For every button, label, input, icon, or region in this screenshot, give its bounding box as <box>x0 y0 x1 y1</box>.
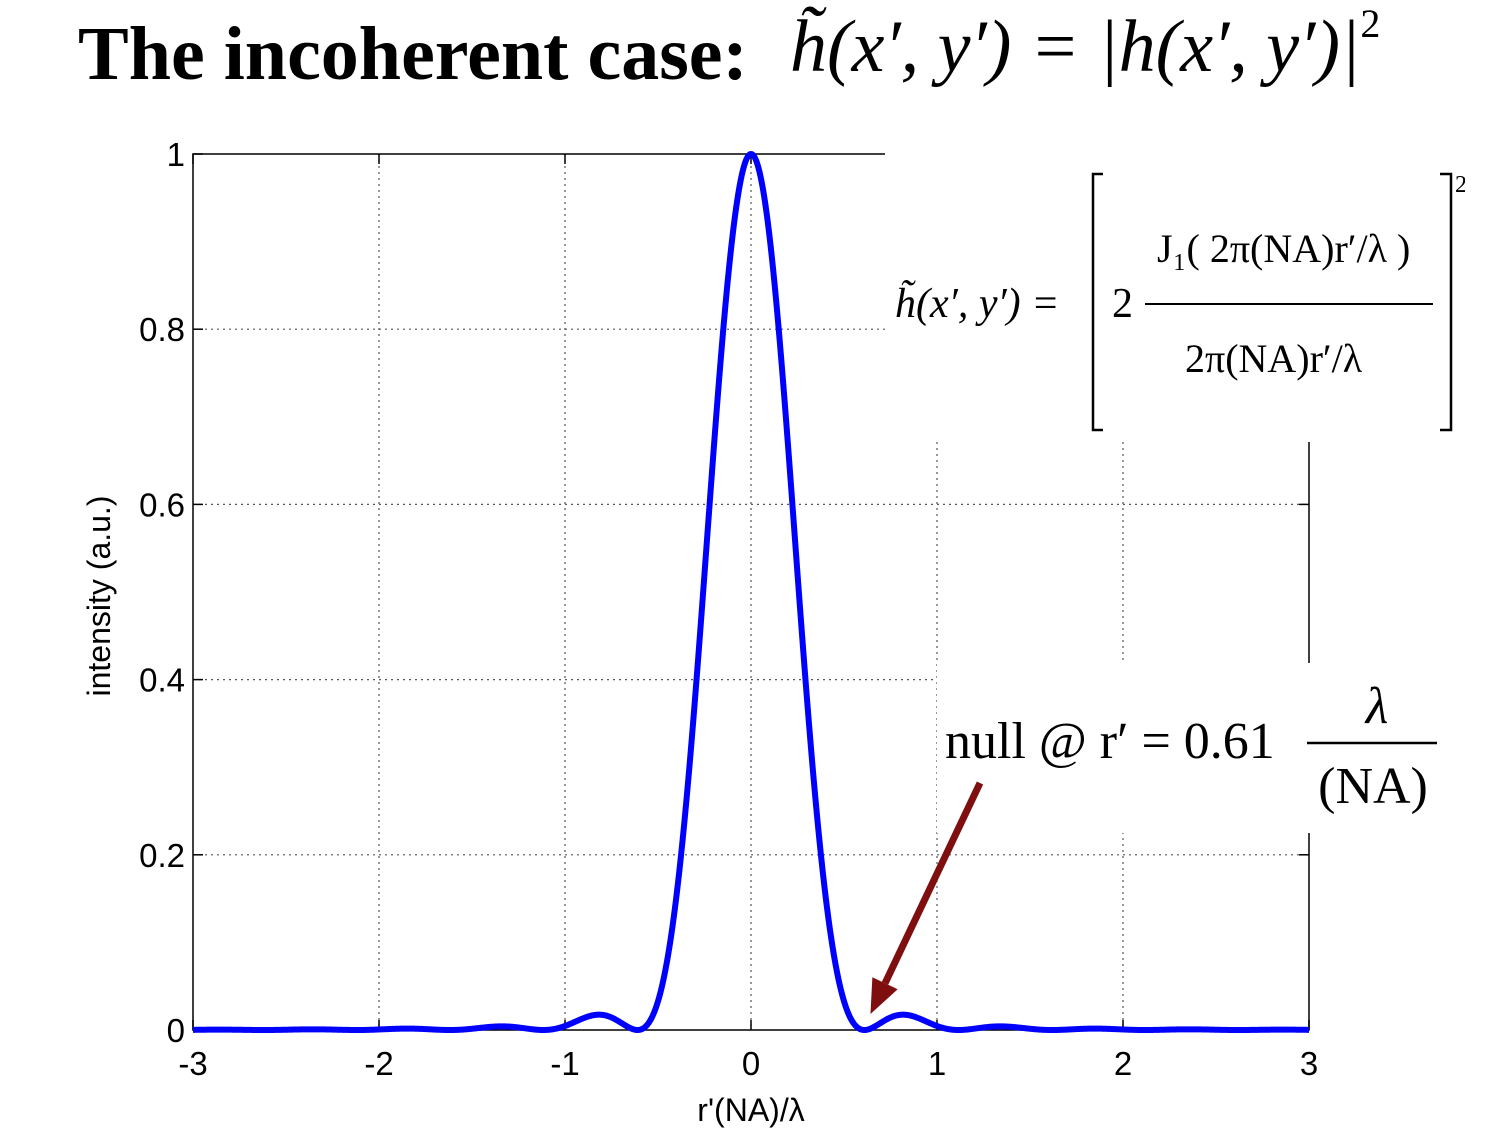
formula-power: 2 <box>1455 172 1465 198</box>
formula-coefficient: 2 <box>1112 281 1133 327</box>
y-tick-label: 0.4 <box>139 662 185 699</box>
x-tick-label: 3 <box>1300 1045 1318 1082</box>
x-tick-label: -1 <box>550 1045 579 1082</box>
formula-lhs: h̃(x′, y′) = <box>895 280 1059 327</box>
y-tick-labels: 0 0.2 0.4 0.6 0.8 1 <box>139 136 185 1049</box>
title-equation-body: h̃(x′, y′) = |h(x′, y′)| <box>790 6 1361 88</box>
y-tick-label: 0 <box>167 1012 185 1049</box>
formula-denominator: 2π(NA)r′/λ <box>1185 336 1363 381</box>
x-tick-label: 1 <box>928 1045 946 1082</box>
y-tick-label: 1 <box>167 136 185 173</box>
formula-numerator: J₁( 2π(NA)r′/λ ) <box>1157 226 1410 271</box>
y-tick-label: 0.8 <box>139 311 185 348</box>
series-line <box>190 151 1312 1033</box>
title-equation: h̃(x′, y′) = |h(x′, y′)|2 <box>790 1 1381 85</box>
x-axis-label: r'(NA)/λ <box>697 1092 804 1128</box>
null-fraction-denominator: (NA) <box>1318 758 1428 815</box>
title-equation-power: 2 <box>1360 1 1381 46</box>
y-tick-label: 0.2 <box>139 837 185 874</box>
y-axis-label: intensity (a.u.) <box>81 496 117 697</box>
right-bracket <box>1440 172 1453 432</box>
y-tick-label: 0.6 <box>139 486 185 523</box>
x-tick-label: 0 <box>742 1045 760 1082</box>
airy-formula-callout: h̃(x′, y′) = 2 J₁( 2π(NA)r′/λ ) 2π(NA)r′… <box>885 152 1465 442</box>
null-fraction-numerator: λ <box>1364 678 1389 735</box>
x-tick-labels: -3 -2 -1 0 1 2 3 <box>178 1045 1318 1082</box>
x-tick-label: -3 <box>178 1045 207 1082</box>
left-bracket <box>1091 172 1103 432</box>
null-annotation: null @ r′ = 0.61 λ (NA) <box>937 663 1447 833</box>
x-tick-label: -2 <box>364 1045 393 1082</box>
slide-title: The incoherent case: <box>78 12 748 96</box>
x-tick-label: 2 <box>1114 1045 1132 1082</box>
null-annotation-text: null @ r′ = 0.61 <box>945 713 1275 770</box>
